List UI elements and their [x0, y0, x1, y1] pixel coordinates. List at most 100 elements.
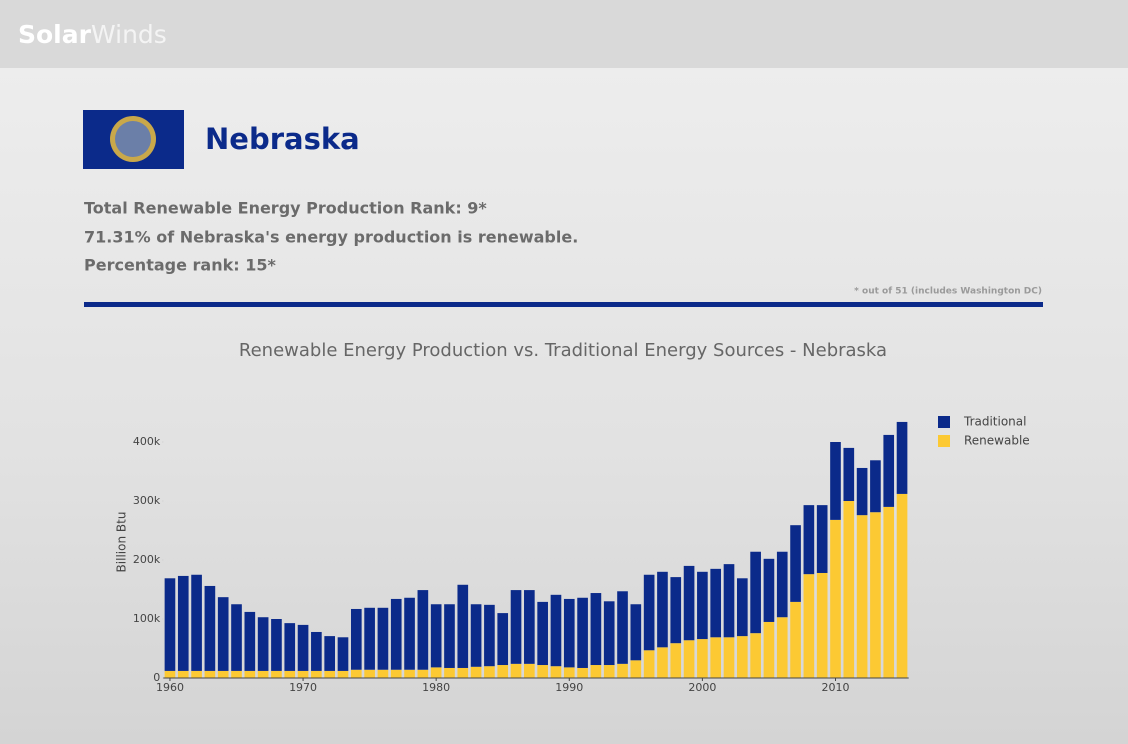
bar	[550, 666, 562, 678]
y-tick-label: 100k	[133, 612, 161, 625]
bar	[231, 604, 242, 671]
bar	[377, 669, 389, 678]
bar	[537, 665, 548, 678]
bar	[524, 590, 535, 664]
x-tick-label: 2000	[688, 681, 716, 694]
bar	[231, 670, 242, 678]
bar	[896, 421, 908, 494]
bar	[537, 601, 548, 666]
bar	[590, 665, 602, 678]
bar	[284, 670, 296, 678]
legend-swatch	[938, 435, 950, 447]
bar	[390, 669, 402, 678]
bar	[657, 647, 668, 678]
bar	[297, 624, 309, 671]
bar	[430, 604, 442, 668]
bar	[350, 669, 362, 678]
logo[interactable]: SolarWinds	[18, 20, 167, 49]
bar	[763, 621, 775, 678]
logo-solar: Solar	[18, 20, 92, 49]
bar	[257, 670, 269, 678]
bar	[257, 617, 269, 671]
bar	[364, 669, 375, 678]
bar	[750, 551, 761, 634]
bar	[843, 447, 855, 501]
bar	[590, 593, 602, 666]
header-bar	[0, 0, 1128, 68]
percent-rank-line: Percentage rank: 15*	[84, 256, 276, 275]
x-tick-label: 1970	[289, 681, 317, 694]
bar	[217, 597, 229, 671]
bar	[324, 636, 336, 671]
flag-seal-inner	[115, 121, 151, 157]
x-tick-label: 1990	[555, 681, 583, 694]
y-tick-label: 200k	[133, 553, 161, 566]
x-tick-label: 1980	[422, 681, 450, 694]
bar	[723, 637, 735, 678]
bar	[417, 590, 429, 670]
bar	[736, 636, 748, 678]
bar	[497, 613, 509, 666]
bar	[856, 467, 868, 516]
bar	[337, 670, 349, 678]
bar	[204, 585, 216, 671]
bar	[577, 597, 588, 668]
bar	[883, 506, 895, 678]
bar	[643, 574, 655, 651]
bar	[643, 650, 655, 678]
bar	[364, 607, 375, 670]
bar	[244, 611, 256, 671]
bar	[457, 667, 469, 678]
bar	[324, 670, 336, 678]
bar	[870, 460, 881, 513]
bar	[311, 631, 322, 671]
bar	[856, 515, 868, 678]
chart-title: Renewable Energy Production vs. Traditio…	[239, 340, 887, 361]
bar	[657, 571, 668, 648]
y-axis-title: Billion Btu	[115, 512, 129, 573]
y-tick-label: 0	[153, 671, 160, 684]
bar	[710, 637, 722, 678]
bar	[563, 667, 575, 678]
bar	[510, 663, 522, 678]
bar	[470, 666, 482, 678]
bar	[776, 617, 788, 678]
bar	[697, 639, 708, 678]
bar	[896, 493, 908, 678]
bar	[164, 578, 176, 671]
bar	[670, 643, 682, 678]
bar	[417, 669, 429, 678]
bar	[524, 663, 535, 678]
bar	[550, 594, 562, 667]
bar	[843, 501, 855, 678]
logo-winds: Winds	[91, 20, 167, 49]
bar	[723, 564, 735, 638]
bar	[377, 607, 389, 670]
bar	[284, 623, 296, 671]
bar	[683, 640, 695, 678]
state-name: Nebraska	[205, 122, 360, 156]
bar	[484, 666, 495, 678]
percent-line: 71.31% of Nebraska's energy production i…	[84, 228, 578, 247]
bar	[776, 551, 788, 618]
y-tick-label: 300k	[133, 494, 161, 507]
bar	[816, 505, 828, 573]
bar	[484, 604, 495, 667]
bar	[816, 572, 828, 678]
bar	[577, 667, 588, 678]
bar	[497, 665, 509, 678]
bar	[750, 633, 761, 678]
bar	[630, 660, 642, 678]
y-tick-label: 400k	[133, 435, 161, 448]
bar	[244, 670, 256, 678]
bar	[790, 601, 801, 678]
bar	[763, 558, 775, 622]
bar	[670, 577, 682, 644]
bar	[444, 604, 455, 668]
x-tick-label: 1960	[156, 681, 184, 694]
bar	[830, 442, 841, 520]
legend-label: Renewable	[964, 434, 1030, 448]
bar	[271, 619, 282, 671]
